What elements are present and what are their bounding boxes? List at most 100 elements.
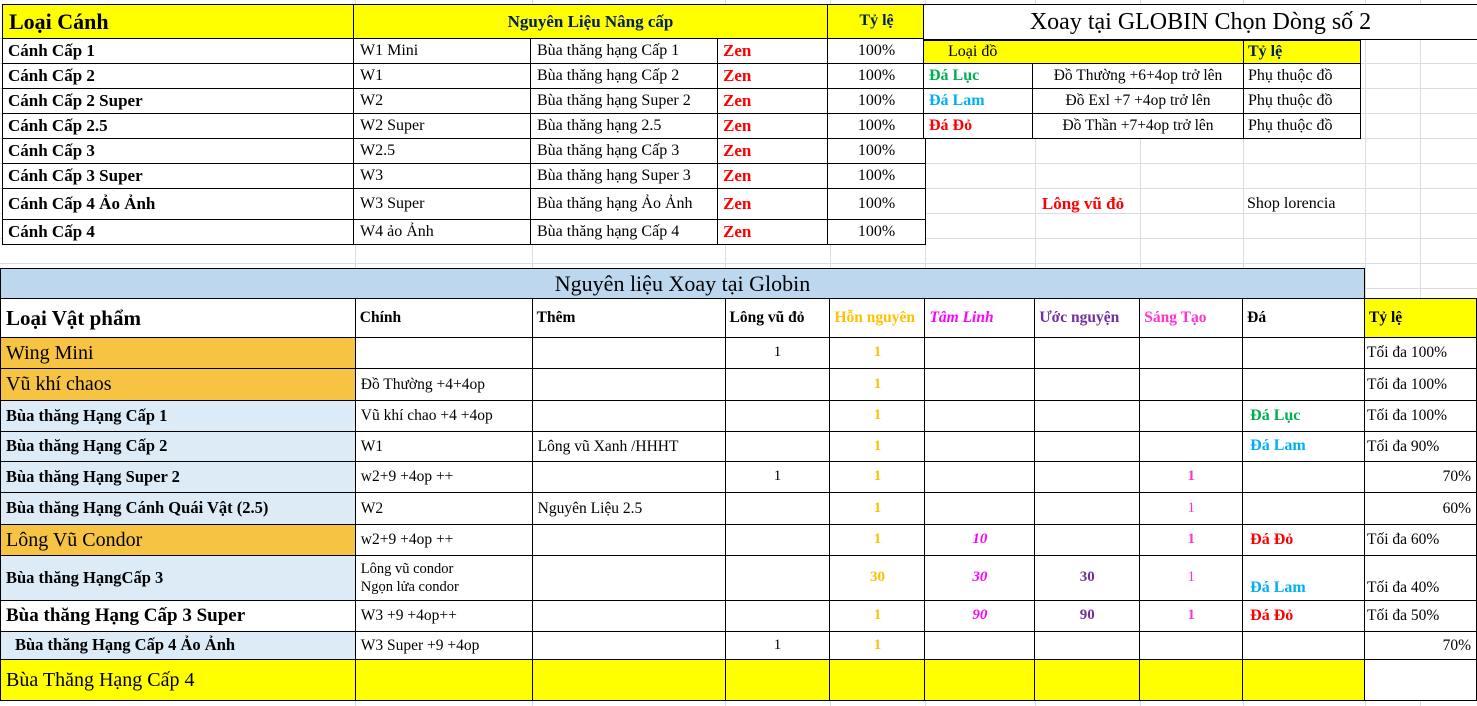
main-material-cell[interactable]: Đồ Thường +4+4op xyxy=(354,368,533,401)
soul-gem-cell[interactable] xyxy=(924,461,1036,493)
item-name-cell[interactable]: Bùa thăng HạngCấp 3 xyxy=(0,555,356,601)
extra-material-cell[interactable] xyxy=(531,600,726,632)
item-name-cell[interactable]: Bùa thăng Hạng Cánh Quái Vật (2.5) xyxy=(0,492,356,525)
wish-gem-cell[interactable] xyxy=(1034,631,1141,660)
item-name-cell[interactable]: Bùa thăng Hạng Cấp 4 Ảo Ảnh xyxy=(0,631,356,660)
stone-cell[interactable] xyxy=(1242,492,1366,525)
material-2-cell[interactable]: Bùa thăng hạng Super 3 xyxy=(530,163,718,189)
wish-gem-cell[interactable] xyxy=(1034,461,1141,493)
rate-cell[interactable]: 100% xyxy=(827,138,926,164)
extra-material-cell[interactable] xyxy=(531,555,726,601)
rate-cell[interactable]: Tối đa 50% xyxy=(1364,600,1477,632)
item-name-cell[interactable]: Bùa thăng Hạng Cấp 1 xyxy=(0,400,356,432)
main-material-cell[interactable]: W1 xyxy=(354,431,533,462)
chaos-gem-cell[interactable]: 1 xyxy=(829,492,926,525)
craft-table-banner[interactable]: Nguyên liệu Xoay tại Globin xyxy=(0,268,1366,299)
rate-cell[interactable]: Tối đa 100% xyxy=(1364,400,1477,432)
chaos-gem-cell[interactable]: 1 xyxy=(829,600,926,632)
red-feather-cell[interactable] xyxy=(724,400,831,432)
panel-rate-header[interactable]: Tỷ lệ xyxy=(1243,40,1361,64)
material-2-cell[interactable]: Bùa thăng hạng Cấp 2 xyxy=(530,63,718,89)
stone-cell[interactable]: Đá Lam xyxy=(1242,555,1366,601)
rate-cell[interactable]: Tối đa 40% xyxy=(1364,555,1477,601)
soul-gem-cell[interactable]: 90 xyxy=(924,600,1036,632)
red-feather-cell[interactable] xyxy=(724,431,831,462)
wing-type-cell[interactable]: Cánh Cấp 3 xyxy=(2,138,354,164)
item-name-cell[interactable]: Bùa thăng Hạng Cấp 2 xyxy=(0,431,356,462)
rate-header[interactable]: Tỷ lệ xyxy=(827,4,926,39)
stone-cell[interactable] xyxy=(1242,368,1366,401)
wing-type-cell[interactable]: Cánh Cấp 4 xyxy=(2,219,354,245)
rate-cell[interactable]: 60% xyxy=(1364,492,1477,525)
cost-cell[interactable]: Zen xyxy=(717,63,828,89)
rate-cell[interactable]: 100% xyxy=(827,188,926,220)
item-name-cell[interactable]: Bùa Thăng Hạng Cấp 4 xyxy=(0,659,356,701)
red-feather-cell[interactable] xyxy=(724,368,831,401)
main-material-cell[interactable]: W3 Super +9 +4op xyxy=(354,631,533,660)
extra-material-cell[interactable] xyxy=(531,524,726,556)
cost-cell[interactable]: Zen xyxy=(717,188,828,220)
creation-gem-cell[interactable] xyxy=(1139,368,1244,401)
cost-cell[interactable]: Zen xyxy=(717,88,828,114)
material-2-cell[interactable]: Bùa thăng hạng Super 2 xyxy=(530,88,718,114)
item-desc-cell[interactable]: Đồ Thần +7+4op trở lên xyxy=(1032,113,1244,139)
chaos-gem-cell[interactable]: 1 xyxy=(829,524,926,556)
rate-cell[interactable]: 100% xyxy=(827,38,926,64)
material-2-cell[interactable]: Bùa thăng hạng 2.5 xyxy=(530,113,718,139)
red-feather-cell[interactable] xyxy=(724,600,831,632)
extra-material-cell[interactable] xyxy=(531,461,726,493)
material-2-cell[interactable]: Bùa thăng hạng Ảo Ảnh xyxy=(530,188,718,220)
empty-yellow-cell[interactable] xyxy=(724,659,831,701)
wish-gem-cell[interactable] xyxy=(1034,524,1141,556)
soul-gem-cell[interactable] xyxy=(924,368,1036,401)
chaos-gem-cell[interactable]: 1 xyxy=(829,631,926,660)
creation-gem-cell[interactable] xyxy=(1139,431,1244,462)
stone-cell[interactable]: Đá Lục xyxy=(1242,400,1366,432)
creation-gem-cell[interactable] xyxy=(1139,400,1244,432)
wish-gem-cell[interactable] xyxy=(1034,400,1141,432)
main-material-cell[interactable]: Vũ khí chao +4 +4op xyxy=(354,400,533,432)
red-feather-cell[interactable] xyxy=(724,555,831,601)
stone-cell[interactable]: Đá Đỏ xyxy=(923,113,1033,139)
wish-gem-cell[interactable] xyxy=(1034,431,1141,462)
rate-cell[interactable]: 70% xyxy=(1364,631,1477,660)
cost-cell[interactable]: Zen xyxy=(717,113,828,139)
wish-gem-cell[interactable] xyxy=(1034,368,1141,401)
chaos-gem-cell[interactable]: 1 xyxy=(829,368,926,401)
empty-yellow-cell[interactable] xyxy=(354,659,533,701)
stone-cell[interactable]: Đá Đỏ xyxy=(1242,600,1366,632)
empty-cell[interactable] xyxy=(1365,269,1477,299)
item-name-cell[interactable]: Lông Vũ Condor xyxy=(0,524,356,556)
column-header[interactable]: Hỗn nguyên xyxy=(829,298,926,338)
creation-gem-cell[interactable] xyxy=(1139,631,1244,660)
material-1-cell[interactable]: W2.5 xyxy=(353,138,531,164)
main-material-cell[interactable]: Lông vũ condor Ngọn lửa condor xyxy=(354,555,533,601)
soul-gem-cell[interactable] xyxy=(924,631,1036,660)
shop-note[interactable]: Shop lorencia xyxy=(1247,195,1336,212)
main-material-cell[interactable]: W3 +9 +4op++ xyxy=(354,600,533,632)
soul-gem-cell[interactable]: 10 xyxy=(924,524,1036,556)
materials-header[interactable]: Nguyên Liệu Nâng cấp xyxy=(353,4,828,39)
creation-gem-cell[interactable] xyxy=(1139,337,1244,369)
globin-panel-title[interactable]: Xoay tại GLOBIN Chọn Dòng số 2 xyxy=(923,4,1477,40)
wing-type-cell[interactable]: Cánh Cấp 3 Super xyxy=(2,163,354,189)
column-header[interactable]: Sáng Tạo xyxy=(1139,298,1244,338)
extra-material-cell[interactable]: Lông vũ Xanh /HHHT xyxy=(531,431,726,462)
rate-cell[interactable]: 100% xyxy=(827,63,926,89)
wing-type-cell[interactable]: Cánh Cấp 2.5 xyxy=(2,113,354,139)
chaos-gem-cell[interactable]: 1 xyxy=(829,337,926,369)
stone-cell[interactable] xyxy=(1242,337,1366,369)
wing-type-cell[interactable]: Cánh Cấp 2 xyxy=(2,63,354,89)
empty-yellow-cell[interactable] xyxy=(924,659,1036,701)
item-desc-cell[interactable]: Đồ Thường +6+4op trở lên xyxy=(1032,63,1244,89)
red-feather-cell[interactable]: 1 xyxy=(724,461,831,493)
empty-yellow-cell[interactable] xyxy=(531,659,726,701)
main-material-cell[interactable]: w2+9 +4op ++ xyxy=(354,461,533,493)
soul-gem-cell[interactable]: 30 xyxy=(924,555,1036,601)
material-1-cell[interactable]: W1 Mini xyxy=(353,38,531,64)
chaos-gem-cell[interactable]: 1 xyxy=(829,461,926,493)
extra-material-cell[interactable]: Nguyên Liệu 2.5 xyxy=(531,492,726,525)
soul-gem-cell[interactable] xyxy=(924,431,1036,462)
main-material-cell[interactable]: W2 xyxy=(354,492,533,525)
creation-gem-cell[interactable]: 1 xyxy=(1139,524,1244,556)
